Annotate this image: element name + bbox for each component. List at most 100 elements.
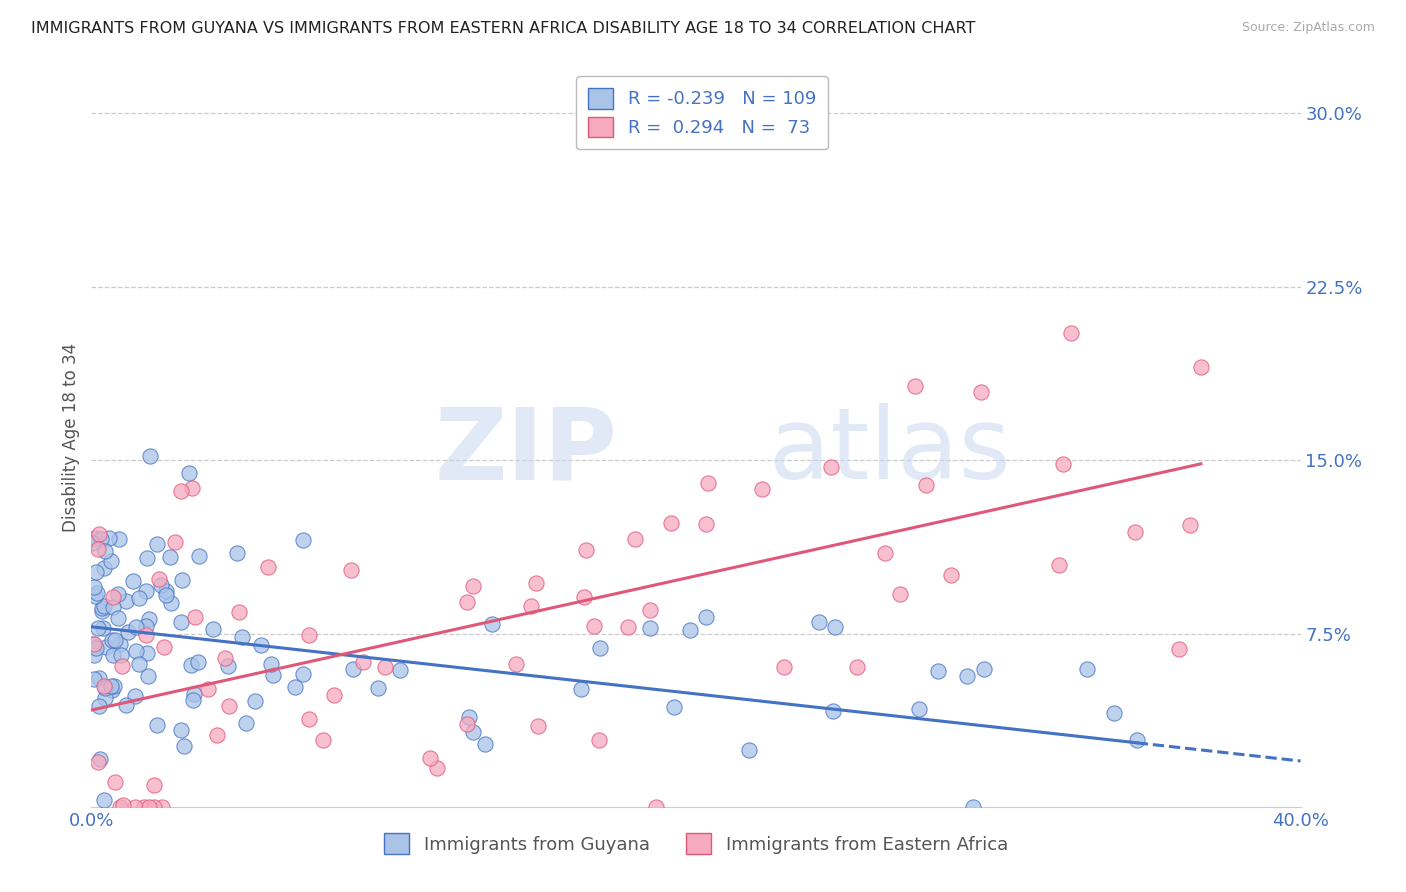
- Point: [152, 640, 174, 654]
- Point: [679, 623, 702, 637]
- Point: [107, 587, 129, 601]
- Point: [1125, 525, 1147, 540]
- Point: [889, 587, 911, 601]
- Point: [150, 800, 173, 814]
- Point: [218, 699, 240, 714]
- Point: [250, 638, 273, 652]
- Point: [1047, 558, 1070, 573]
- Point: [80, 535, 103, 549]
- Point: [228, 605, 250, 619]
- Point: [132, 800, 155, 814]
- Point: [128, 591, 150, 605]
- Point: [84, 641, 107, 656]
- Point: [135, 583, 157, 598]
- Point: [89, 752, 111, 766]
- Point: [83, 648, 105, 662]
- Point: [374, 660, 396, 674]
- Point: [1167, 641, 1189, 656]
- Point: [572, 590, 595, 604]
- Legend: Immigrants from Guyana, Immigrants from Eastern Africa: Immigrants from Guyana, Immigrants from …: [377, 826, 1015, 861]
- Point: [956, 669, 979, 683]
- Point: [146, 537, 169, 551]
- Point: [121, 574, 143, 589]
- Point: [845, 660, 868, 674]
- Point: [101, 683, 124, 698]
- Point: [1189, 360, 1212, 375]
- Point: [104, 632, 127, 647]
- Point: [143, 779, 166, 793]
- Point: [163, 535, 186, 549]
- Point: [94, 544, 117, 558]
- Point: [973, 662, 995, 676]
- Point: [456, 595, 478, 609]
- Point: [1180, 518, 1202, 533]
- Point: [104, 774, 127, 789]
- Point: [520, 599, 543, 613]
- Point: [136, 646, 159, 660]
- Point: [98, 531, 121, 545]
- Point: [245, 694, 267, 708]
- Point: [90, 600, 112, 615]
- Y-axis label: Disability Age 18 to 34: Disability Age 18 to 34: [62, 343, 80, 532]
- Point: [91, 621, 114, 635]
- Point: [103, 648, 125, 662]
- Point: [115, 698, 138, 713]
- Point: [135, 619, 157, 633]
- Point: [875, 545, 897, 559]
- Point: [323, 688, 346, 702]
- Point: [179, 466, 201, 480]
- Point: [207, 728, 229, 742]
- Point: [824, 620, 846, 634]
- Point: [84, 566, 107, 580]
- Point: [90, 533, 112, 547]
- Point: [155, 584, 177, 599]
- Point: [527, 719, 550, 733]
- Point: [180, 481, 202, 495]
- Point: [235, 716, 257, 731]
- Point: [339, 563, 361, 577]
- Point: [367, 681, 389, 695]
- Point: [582, 619, 605, 633]
- Point: [159, 549, 181, 564]
- Point: [94, 640, 117, 655]
- Point: [962, 800, 984, 814]
- Point: [135, 628, 157, 642]
- Point: [426, 761, 449, 775]
- Point: [108, 637, 131, 651]
- Point: [124, 689, 146, 703]
- Point: [86, 542, 108, 557]
- Point: [136, 669, 159, 683]
- Point: [94, 690, 117, 705]
- Point: [107, 611, 129, 625]
- Point: [84, 589, 107, 603]
- Point: [292, 667, 315, 681]
- Point: [103, 600, 125, 615]
- Point: [524, 575, 547, 590]
- Point: [1052, 457, 1074, 471]
- Point: [112, 798, 135, 813]
- Point: [148, 572, 170, 586]
- Point: [83, 580, 105, 594]
- Point: [624, 533, 647, 547]
- Point: [93, 679, 115, 693]
- Point: [231, 631, 253, 645]
- Point: [474, 737, 496, 751]
- Point: [260, 657, 283, 671]
- Point: [773, 660, 796, 674]
- Point: [352, 655, 374, 669]
- Point: [617, 620, 640, 634]
- Point: [169, 615, 191, 629]
- Point: [160, 596, 183, 610]
- Point: [87, 699, 110, 714]
- Point: [110, 648, 132, 663]
- Point: [569, 682, 592, 697]
- Point: [93, 599, 115, 613]
- Point: [125, 643, 148, 657]
- Point: [1125, 733, 1147, 747]
- Text: atlas: atlas: [769, 403, 1010, 500]
- Point: [84, 532, 107, 546]
- Point: [93, 681, 115, 695]
- Point: [298, 712, 321, 726]
- Point: [915, 478, 938, 492]
- Point: [181, 693, 204, 707]
